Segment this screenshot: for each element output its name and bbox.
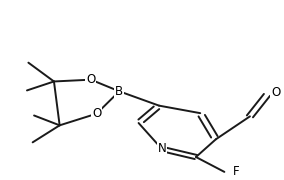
Text: F: F	[232, 165, 239, 178]
Text: B: B	[115, 85, 123, 98]
Text: O: O	[271, 86, 281, 99]
Text: N: N	[158, 142, 166, 156]
Text: O: O	[86, 73, 95, 86]
Text: O: O	[92, 107, 101, 120]
